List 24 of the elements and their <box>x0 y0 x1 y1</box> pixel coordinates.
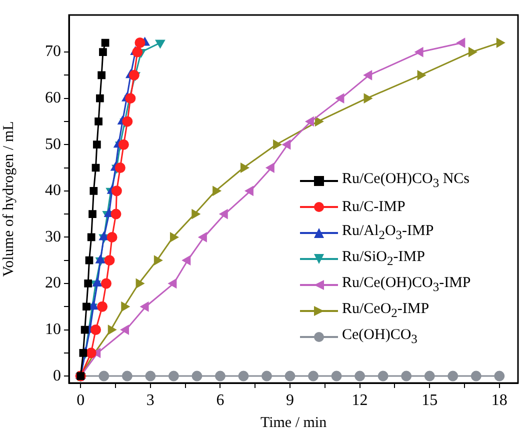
legend-label: Ce(OH)CO$_{3}$ <box>342 327 418 347</box>
x-tick-label: 9 <box>286 392 294 409</box>
y-tick-label: 50 <box>45 136 61 153</box>
y-tick-label: 0 <box>53 367 61 384</box>
x-tick-label: 12 <box>352 392 368 409</box>
y-tick-label: 60 <box>45 90 61 107</box>
x-axis-title: Time / min <box>260 414 328 431</box>
legend-label: Ru/C-IMP <box>342 198 406 216</box>
y-tick-label: 70 <box>45 43 61 60</box>
legend-label: Ru/CeO$_{2}$-IMP <box>342 301 430 321</box>
x-tick-label: 3 <box>146 392 154 409</box>
y-tick-label: 30 <box>45 228 61 246</box>
y-axis-title: Volume of hydrogen / mL <box>0 121 17 277</box>
legend-label: Ru/Ce(OH)CO$_{3}$-IMP <box>342 275 471 295</box>
x-tick-label: 0 <box>76 392 85 409</box>
y-tick-label: 20 <box>45 274 61 292</box>
legend-label: Ru/SiO$_{2}$-IMP <box>342 249 425 269</box>
y-tick-label: 10 <box>45 320 61 338</box>
x-tick-label: 6 <box>216 392 224 409</box>
legend-label: Ru/Ce(OH)CO$_{3}$ NCs <box>342 171 470 191</box>
y-tick-label: 40 <box>45 182 61 200</box>
legend-label: Ru/Al$_{2}$O$_{3}$-IMP <box>342 223 434 243</box>
x-tick-label: 15 <box>422 392 438 409</box>
x-tick-label: 18 <box>491 392 508 409</box>
